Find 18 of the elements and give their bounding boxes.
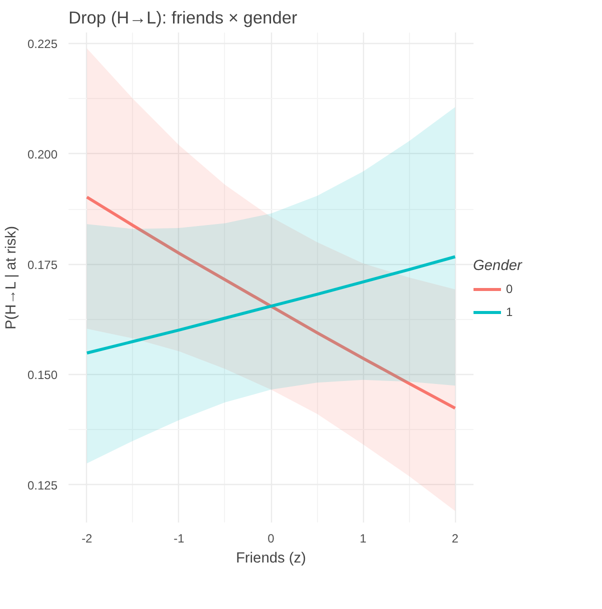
legend-label: 1: [506, 305, 514, 319]
x-tick-label: 2: [452, 532, 459, 546]
y-tick-label: 0.125: [27, 478, 58, 492]
y-tick-label: 0.200: [27, 147, 58, 162]
x-tick-label: -1: [174, 532, 185, 546]
x-tick-label: -2: [82, 532, 93, 546]
x-tick-label: 1: [360, 532, 367, 546]
chart-title: Drop (H→L): friends × gender: [68, 8, 298, 28]
legend-title: Gender: [473, 258, 524, 274]
y-tick-label: 0.150: [27, 368, 58, 382]
legend-label: 0: [506, 282, 514, 296]
y-axis-title: P(H→L | at risk): [3, 226, 20, 330]
x-tick-label: 0: [268, 532, 275, 546]
y-tick-label: 0.225: [27, 37, 58, 52]
x-axis-title: Friends (z): [236, 550, 306, 566]
y-tick-label: 0.175: [27, 258, 58, 272]
line-series: [85, 255, 457, 354]
line-series: [85, 196, 457, 410]
